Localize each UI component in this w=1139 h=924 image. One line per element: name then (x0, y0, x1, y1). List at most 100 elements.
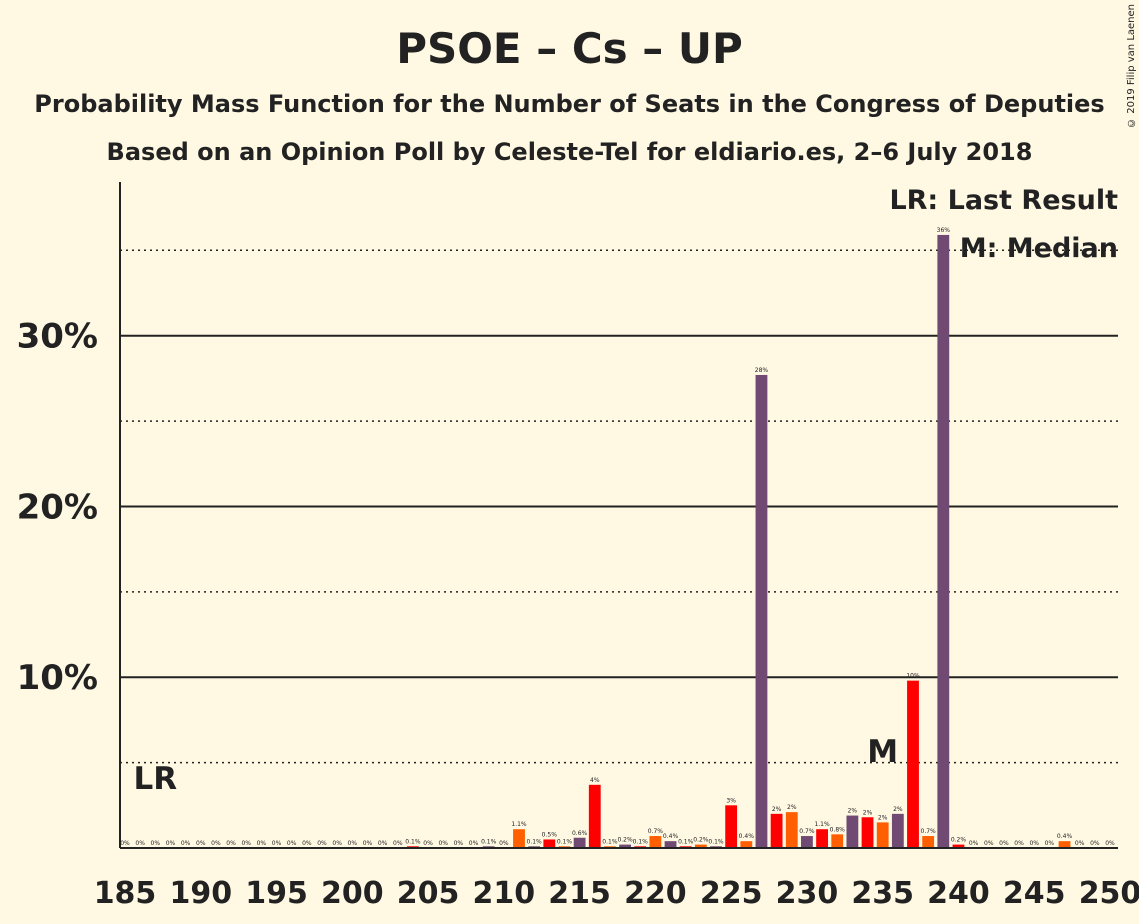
data-label-220: 0.7% (648, 828, 664, 835)
legend-last-result: LR: Last Result (889, 185, 1118, 216)
bar-seat-233 (846, 815, 859, 848)
data-label-194: 0% (257, 840, 267, 847)
data-label-210: 0% (499, 840, 509, 847)
data-label-212: 0.1% (527, 838, 543, 845)
bar-seat-216 (588, 784, 601, 848)
bar-seat-247 (1058, 841, 1071, 848)
data-label-237: 10% (906, 673, 920, 680)
bar-seat-231 (816, 829, 828, 848)
data-label-230: 0.7% (799, 828, 815, 835)
gridlines (120, 249, 1118, 764)
data-label-250: 0% (1105, 840, 1115, 847)
data-label-228: 2% (772, 806, 782, 813)
bar-seat-229 (785, 812, 798, 848)
chart-title: PSOE – Cs – UP (396, 24, 743, 73)
data-label-203: 0% (393, 840, 403, 847)
x-tick-label: 240 (927, 876, 990, 911)
data-label-215: 0.6% (572, 830, 588, 837)
data-label-239: 36% (937, 227, 951, 234)
bars-group: 0% 0% 0% 0% 0% 0% 0% 0% 0% 0% 0% 0% 0% 0% 0% 0% 0% 0% 0% 0.… (120, 227, 1115, 848)
data-label-190: 0% (196, 840, 206, 847)
data-label-243: 0% (999, 840, 1009, 847)
data-label-233: 2% (848, 808, 858, 815)
data-label-225: 3% (726, 797, 736, 804)
data-label-186: 0% (135, 840, 145, 847)
x-tick-label: 215 (548, 876, 611, 911)
data-label-227: 28% (755, 367, 769, 374)
bar-seat-223 (694, 844, 707, 848)
axes: 10% 20% 30% 185 190 195 200 205 210 215 220 225 230 2… (17, 182, 1139, 911)
data-label-249: 0% (1090, 840, 1100, 847)
bar-seat-235 (876, 822, 889, 848)
bar-seat-236 (891, 813, 904, 848)
data-label-208: 0% (469, 840, 479, 847)
bar-seat-237 (907, 680, 919, 848)
bar-seat-227 (755, 374, 768, 848)
data-label-246: 0% (1045, 840, 1055, 847)
last-result-marker: LR (133, 761, 177, 797)
x-tick-label: 225 (700, 876, 763, 911)
data-label-209: 0.1% (481, 838, 497, 845)
data-label-224: 0.1% (708, 838, 724, 845)
data-label-248: 0% (1075, 840, 1085, 847)
bar-seat-228 (770, 813, 783, 848)
data-label-213: 0.5% (542, 831, 558, 838)
x-tick-label: 250 (1079, 876, 1139, 911)
x-tick-label: 190 (169, 876, 232, 911)
data-label-189: 0% (181, 840, 191, 847)
bar-seat-238 (922, 836, 935, 848)
bar-seat-239 (937, 234, 950, 848)
bar-seat-234 (861, 817, 874, 848)
bar-seat-230 (801, 836, 813, 848)
y-tick-label: 20% (17, 487, 98, 527)
data-label-195: 0% (272, 840, 282, 847)
data-label-211: 1.1% (511, 821, 527, 828)
data-label-214: 0.1% (557, 838, 573, 845)
data-label-196: 0% (287, 840, 297, 847)
x-tick-label: 185 (94, 876, 157, 911)
x-tick-label: 220 (624, 876, 687, 911)
data-label-217: 0.1% (602, 838, 618, 845)
bar-seat-232 (831, 834, 844, 848)
data-label-199: 0% (332, 840, 342, 847)
y-tick-label: 10% (17, 658, 98, 698)
data-label-204: 0.1% (405, 838, 421, 845)
data-label-229: 2% (787, 804, 797, 811)
data-label-242: 0% (984, 840, 994, 847)
x-tick-label: 230 (776, 876, 839, 911)
bar-seat-226 (740, 841, 753, 848)
y-tick-label: 30% (17, 317, 98, 357)
data-label-216: 4% (590, 777, 600, 784)
data-label-223: 0.2% (693, 837, 709, 844)
data-label-185: 0% (120, 840, 130, 847)
bar-seat-220 (649, 836, 662, 848)
data-label-219: 0.1% (633, 838, 649, 845)
x-tick-label: 245 (1003, 876, 1066, 911)
data-label-197: 0% (302, 840, 312, 847)
chart-subtitle: Probability Mass Function for the Number… (34, 90, 1105, 118)
data-label-241: 0% (969, 840, 979, 847)
data-label-207: 0% (454, 840, 464, 847)
data-label-222: 0.1% (678, 838, 694, 845)
x-tick-label: 195 (245, 876, 308, 911)
x-tick-label: 200 (321, 876, 384, 911)
data-label-238: 0.7% (921, 828, 937, 835)
bar-seat-211 (513, 829, 525, 848)
data-label-201: 0% (363, 840, 373, 847)
data-label-232: 0.8% (830, 826, 846, 833)
data-label-192: 0% (226, 840, 236, 847)
data-label-221: 0.4% (663, 833, 679, 840)
data-label-202: 0% (378, 840, 388, 847)
bar-seat-218 (619, 844, 631, 848)
data-label-193: 0% (241, 840, 251, 847)
data-label-245: 0% (1029, 840, 1039, 847)
x-tick-label: 210 (473, 876, 536, 911)
data-label-234: 2% (863, 809, 873, 816)
data-label-226: 0.4% (739, 833, 755, 840)
data-label-198: 0% (317, 840, 327, 847)
data-label-244: 0% (1014, 840, 1024, 847)
data-label-206: 0% (438, 840, 448, 847)
data-label-247: 0.4% (1057, 833, 1073, 840)
data-label-191: 0% (211, 840, 221, 847)
